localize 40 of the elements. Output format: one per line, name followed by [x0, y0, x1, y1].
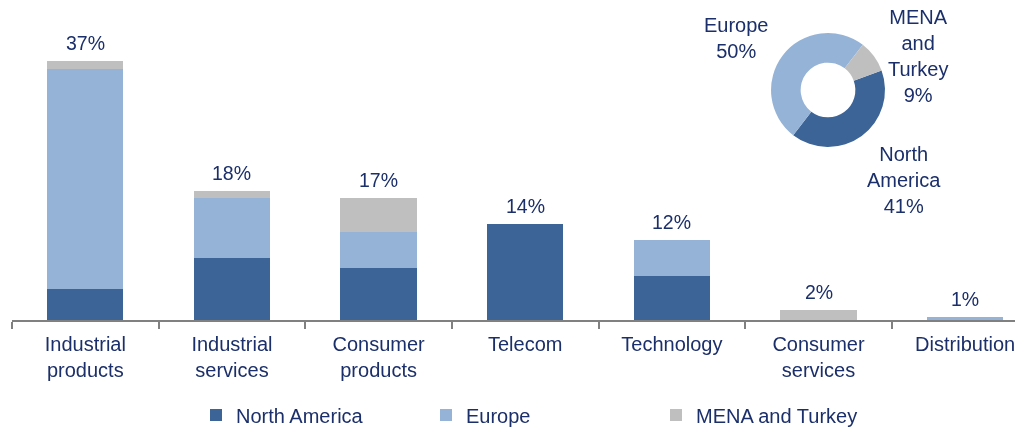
x-tick-label: Consumer products — [332, 332, 426, 381]
annotation: 14% — [506, 195, 546, 217]
data-label: 50% — [716, 40, 757, 62]
x-tick-label: Industrial services — [191, 332, 273, 381]
legend-label: MENA and Turkey — [696, 404, 858, 427]
x-tick-label: Telecom — [487, 332, 563, 355]
bar — [47, 68, 124, 289]
bar — [633, 239, 710, 276]
annotation: 2% — [805, 281, 834, 303]
donut-slice — [844, 44, 882, 81]
slice-label: MENA and Turkey — [888, 6, 949, 80]
annotation: 37% — [66, 32, 106, 54]
x-tick-label: Technology — [621, 332, 723, 355]
data-label: 41% — [883, 195, 924, 217]
bar — [780, 309, 857, 320]
slice-label: Europe — [704, 14, 769, 36]
bar — [340, 268, 417, 320]
slice-label: North America — [867, 143, 942, 191]
bar — [633, 275, 710, 320]
bar — [193, 190, 271, 199]
donut-slice — [793, 70, 885, 147]
legend-label: North America — [236, 404, 364, 427]
x-tick-label: Industrial products — [44, 332, 126, 381]
annotation: 1% — [951, 288, 980, 310]
bar — [193, 198, 271, 258]
donut-slice — [771, 33, 863, 136]
bar — [47, 288, 124, 320]
bar — [487, 224, 564, 320]
annotation: 17% — [359, 169, 399, 191]
bar — [193, 257, 271, 320]
annotation: 12% — [652, 211, 692, 233]
bar — [340, 231, 417, 269]
legend-label: Europe — [466, 404, 531, 427]
bar — [927, 317, 1004, 320]
bar — [340, 198, 417, 232]
x-tick-label: Distribution — [915, 332, 1015, 355]
bar — [47, 61, 124, 69]
data-label: 9% — [903, 84, 933, 106]
annotation: 18% — [212, 162, 252, 184]
x-tick-label: Consumer services — [772, 332, 865, 381]
